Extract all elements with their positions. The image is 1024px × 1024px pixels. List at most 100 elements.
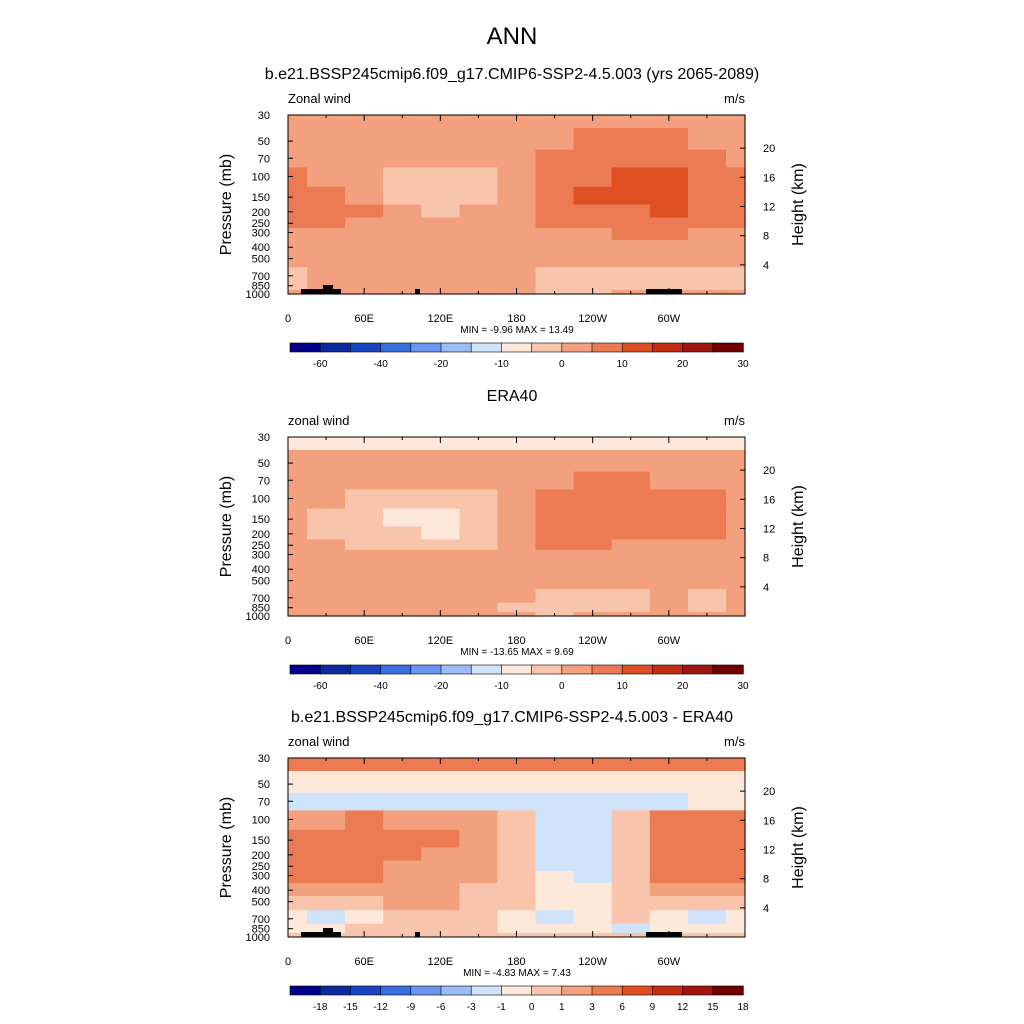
heatmap-cell	[649, 186, 689, 206]
colorbar-label: -3	[467, 1002, 476, 1013]
heatmap-cell	[459, 450, 499, 473]
heatmap-cell	[459, 860, 499, 872]
colorbar-swatch	[682, 664, 714, 675]
heatmap-cell	[383, 450, 422, 473]
heatmap-cell	[288, 602, 308, 613]
land-block	[301, 932, 341, 937]
heatmap-cell	[345, 589, 384, 604]
y-tick-label: 200	[252, 850, 270, 862]
heatmap-cell	[649, 829, 689, 849]
heatmap-cell	[726, 549, 746, 563]
heatmap-cell	[383, 267, 422, 282]
topography	[301, 285, 682, 294]
heatmap-cell	[573, 602, 613, 613]
heatmap-cell	[288, 771, 308, 794]
heatmap-cell	[288, 186, 308, 206]
panel-title: b.e21.BSSP245cmip6.f09_g17.CMIP6-SSP2-4.…	[291, 709, 733, 726]
colorbar-label: -40	[373, 681, 388, 692]
colorbar-label: -6	[437, 1002, 446, 1013]
heatmap-cell	[726, 128, 746, 151]
heatmap-cell	[497, 217, 537, 229]
heatmap-cell	[497, 149, 537, 168]
heatmap-cell	[383, 602, 422, 613]
y2-axis-title: Height (km)	[790, 485, 807, 568]
heatmap-cell	[726, 239, 746, 254]
colorbar-swatch	[440, 342, 472, 353]
heatmap-cell	[421, 239, 460, 254]
colorbar-swatch	[440, 664, 472, 675]
heatmap-cell	[345, 895, 384, 911]
colorbar-label: 10	[617, 681, 629, 692]
x-tick-label: 120E	[427, 635, 453, 647]
heatmap	[288, 437, 746, 617]
heatmap-cell	[535, 489, 575, 510]
heatmap-cell	[611, 847, 651, 862]
heatmap-cell	[383, 280, 422, 291]
heatmap-cell	[611, 860, 651, 872]
heatmap-cell	[383, 829, 422, 849]
y-tick-label: 850	[252, 924, 270, 936]
heatmap-cell	[421, 267, 460, 282]
heatmap-cell	[345, 549, 384, 563]
y-tick-label: 400	[252, 242, 270, 254]
heatmap-cell	[383, 489, 422, 510]
heatmap-cell	[497, 847, 537, 862]
heatmap-cell	[383, 167, 422, 188]
heatmap-cell	[649, 450, 689, 473]
colorbar-swatch	[350, 664, 382, 675]
colorbar: -60 -40 -20 -10 0 10 20 30	[289, 342, 749, 370]
colorbar-swatch	[319, 985, 352, 996]
heatmap-cell	[459, 239, 499, 254]
heatmap-cell	[649, 895, 689, 911]
heatmap-cell	[649, 252, 689, 268]
heatmap-cell	[383, 539, 422, 551]
heatmap-cell	[307, 895, 346, 911]
x-tick-label: 120W	[578, 635, 607, 647]
heatmap-cell	[535, 758, 575, 772]
heatmap-cell	[421, 602, 460, 613]
y-tick-label: 300	[252, 228, 270, 240]
heatmap-cell	[307, 602, 346, 613]
x-tick-label: 60E	[354, 313, 374, 325]
heatmap-cell	[421, 471, 460, 490]
heatmap-cell	[611, 810, 651, 831]
heatmap-cell	[421, 829, 460, 849]
y2-tick-label: 4	[763, 903, 769, 915]
heatmap-cell	[573, 239, 613, 254]
colorbar-label: 0	[529, 1002, 535, 1013]
heatmap-cell	[459, 549, 499, 563]
heatmap-cell	[383, 526, 422, 541]
heatmap-cell	[497, 810, 537, 831]
heatmap-cell	[288, 549, 308, 563]
heatmap-cell	[307, 561, 346, 576]
heatmap-cell	[497, 910, 537, 925]
colorbar-swatch	[652, 664, 684, 675]
heatmap-cell	[307, 508, 346, 528]
heatmap-cell	[535, 574, 575, 590]
panel-unit-label: m/s	[724, 91, 745, 106]
heatmap-cell	[726, 829, 746, 849]
y-tick-label: 250	[252, 861, 270, 873]
heatmap-cell	[535, 267, 575, 282]
heatmap-cell	[573, 227, 613, 241]
land-block	[323, 285, 333, 289]
heatmap-cell	[459, 847, 499, 862]
heatmap-cell	[345, 239, 384, 254]
heatmap-cell	[611, 437, 651, 451]
heatmap-cell	[535, 450, 575, 473]
colorbar-swatch	[712, 985, 744, 996]
heatmap-cell	[611, 549, 651, 563]
heatmap-cell	[687, 829, 727, 849]
heatmap-cell	[421, 280, 460, 291]
colorbar-swatch	[621, 985, 654, 996]
heatmap-cell	[421, 870, 460, 884]
colorbar-swatch	[501, 342, 533, 353]
heatmap-cell	[383, 549, 422, 563]
heatmap-cell	[611, 895, 651, 911]
colorbar-label: -60	[313, 681, 328, 692]
land-block	[646, 289, 682, 294]
heatmap-cell	[345, 450, 384, 473]
heatmap-cell	[611, 128, 651, 151]
heatmap-cell	[421, 589, 460, 604]
heatmap-cell	[535, 810, 575, 831]
